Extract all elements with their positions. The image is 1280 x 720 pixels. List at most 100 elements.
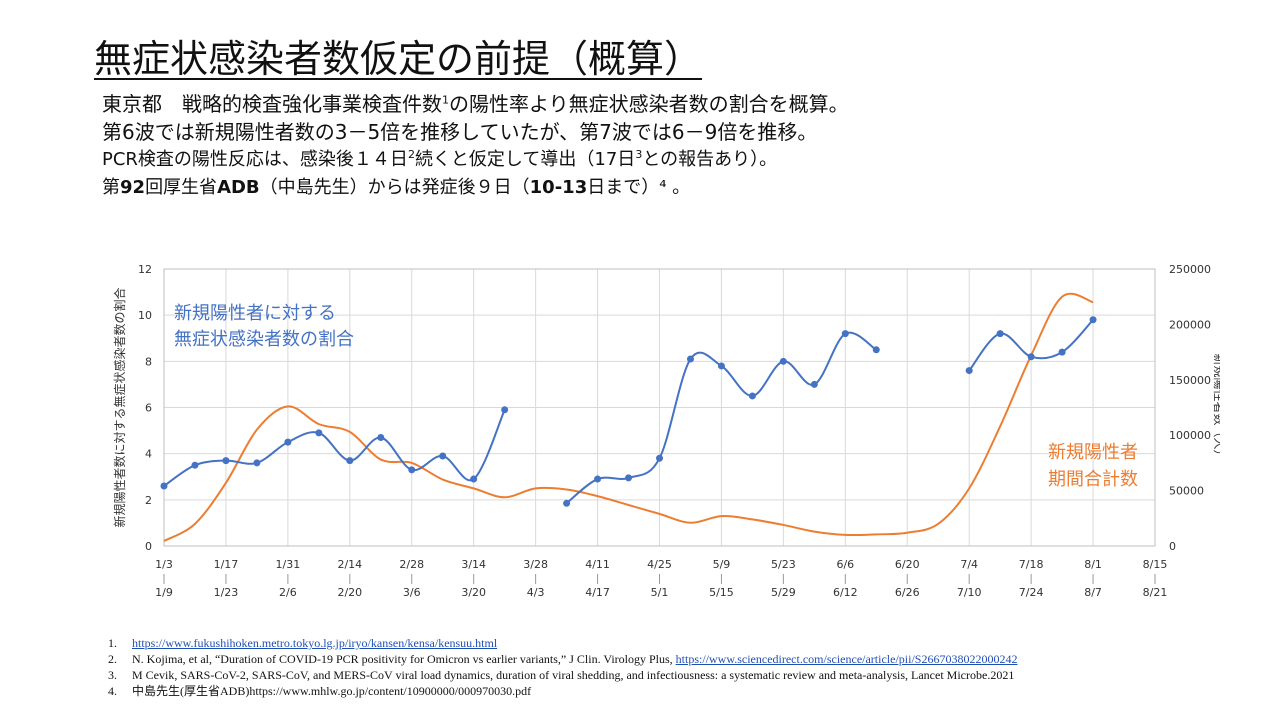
blue-series-point [160,482,168,490]
x-axis-tick-label-top: 4/25 [647,558,672,571]
left-axis-tick-label: 12 [138,263,152,276]
blue-series-point [717,362,725,370]
x-axis-tick-label-top: 5/23 [771,558,796,571]
x-axis-tick-label-bottom: 5/15 [709,586,734,599]
x-axis-tick-label-bottom: 3/6 [403,586,421,599]
reference-number: 4. [108,684,117,698]
intro-line-3-tail: との報告あり）。 [642,149,778,170]
blue-series-point [563,499,571,507]
reference-list: 1. https://www.fukushihoken.metro.tokyo.l… [108,635,1017,699]
right-axis-label: 新規陽性者数（人） [1212,353,1220,461]
right-axis-tick-label: 200000 [1169,318,1211,331]
x-axis-tick-label-top: 7/4 [960,558,978,571]
x-axis-tick-label-bottom: 1/9 [155,586,173,599]
orange-series-line [163,292,1094,542]
orange-series-label: 期間合計数 [1048,469,1138,490]
blue-series-point [501,406,509,414]
left-axis-tick-label: 10 [138,309,152,322]
reference-item: 4. 中島先生(厚生省ADB)https://www.mhlw.go.jp/con… [108,683,1017,699]
line-chart: 0 2 4 6 8 10 12 0 50000 100000 150000 200000 250000… [112,263,1220,599]
x-axis-tick-label-top: 2/14 [337,558,362,571]
blue-series-point [408,466,416,474]
x-axis-tick-label-bottom: 5/1 [651,586,669,599]
x-axis-tick-label-bottom: 5/29 [771,586,796,599]
reference-item: 1. https://www.fukushihoken.metro.tokyo.l… [108,635,1017,651]
reference-link[interactable]: https://www.fukushihoken.metro.tokyo.lg.… [132,636,498,650]
blue-series-point [779,357,787,365]
blue-series-point [996,330,1004,338]
intro-line-3-mid: 続くと仮定して導出（17日 [414,149,636,170]
x-axis-tick-label-top: 2/28 [399,558,424,571]
footnote-marker: 1 [442,93,449,107]
x-axis-tick-label-bottom: 7/24 [1019,586,1044,599]
footnote-marker: 3 [635,148,643,161]
blue-series-point [222,457,230,465]
reference-text: N. Kojima, et al, “Duration of COVID-19 … [132,652,676,666]
x-axis-tick-label-bottom: 4/17 [585,586,610,599]
blue-series-point [470,475,478,483]
right-axis-tick-label: 100000 [1169,429,1211,442]
blue-series-point [872,346,880,354]
x-axis-tick-label-bottom: 1/23 [214,586,239,599]
blue-series-point [748,392,756,400]
right-axis-ticks: 0 50000 100000 150000 200000 250000 [1169,263,1211,553]
blue-series-point [965,367,973,375]
x-axis-tick-label-top: 7/18 [1019,558,1044,571]
blue-series-point [686,355,694,363]
x-axis-tick-label-top: 5/9 [713,558,731,571]
intro-line-1: 東京都 戦略的検査強化事業検査件数1の陽性率より無症状感染者数の割合を概算。 [102,90,849,118]
right-axis-tick-label: 150000 [1169,374,1211,387]
reference-text: M Cevik, SARS-CoV-2, SARS-CoV, and MERS-… [132,668,1015,682]
blue-series-point [191,461,199,469]
series-layer [160,292,1097,542]
x-axis-tick-label-bottom: 6/12 [833,586,858,599]
blue-series-point [253,459,261,467]
reference-item: 3. M Cevik, SARS-CoV-2, SARS-CoV, and MER… [108,667,1017,683]
x-axis-ticks: 1/3 1/17 1/31 2/14 2/28 3/14 3/28 4/11 4/25 5/9 5/… [155,558,1167,599]
intro-line-4-text: 第 [102,177,120,198]
x-axis-tick-label-top: 1/31 [276,558,301,571]
right-axis-tick-label: 250000 [1169,263,1211,276]
x-axis-tick-label-top: 3/14 [461,558,486,571]
x-axis-tick-label-bottom: 2/20 [337,586,362,599]
right-axis-tick-label: 0 [1169,540,1176,553]
plot-frame [163,268,1156,547]
reference-link[interactable]: https://www.sciencedirect.com/science/ar… [675,652,1018,666]
x-axis-tick-label-bottom: 3/20 [461,586,486,599]
x-axis-tick-label-bottom: 4/3 [527,586,545,599]
orange-series-label: 新規陽性者 [1048,442,1138,463]
intro-line-3: PCR検査の陽性反応は、感染後１４日2続くと仮定して導出（17日3との報告あり）… [102,146,849,174]
x-axis-tick-label-bottom: 2/6 [279,586,297,599]
blue-series-line [163,409,506,487]
left-axis-tick-label: 6 [145,402,152,415]
left-axis-label: 新規陽性者数に対する無症状感染者数の割合 [112,287,127,527]
intro-line-4: 第92回厚生省ADB（中島先生）からは発症後９日（10-13日まで）⁴ 。 [102,174,849,202]
blue-series-label: 新規陽性者に対する [174,303,336,324]
blue-series-point [439,452,447,460]
intro-line-4-bold: 92 [120,177,146,198]
reference-number: 1. [108,636,117,650]
x-axis-tick-label-bottom: 8/21 [1143,586,1168,599]
intro-line-4-bold: 10-13 [529,177,588,198]
reference-item: 2. N. Kojima, et al, “Duration of COVID-1… [108,651,1017,667]
footnote-marker: 2 [407,148,415,161]
left-axis-tick-label: 4 [145,448,152,461]
intro-text: 東京都 戦略的検査強化事業検査件数1の陽性率より無症状感染者数の割合を概算。 第… [102,90,849,202]
left-axis-tick-label: 2 [145,494,152,507]
x-axis-tick-label-top: 3/28 [523,558,548,571]
x-axis-tick-label-top: 6/20 [895,558,920,571]
x-axis-tick-label-top: 4/11 [585,558,610,571]
blue-series-label: 無症状感染者数の割合 [174,329,354,350]
reference-number: 2. [108,652,117,666]
intro-line-1-tail: の陽性率より無症状感染者数の割合を概算。 [449,92,849,116]
intro-line-4-mid: 回厚生省 [145,177,218,198]
intro-line-4-mid2: （中島先生）からは発症後９日（ [259,177,530,198]
chart-grid [163,268,1156,547]
x-axis-tick-label-top: 8/15 [1143,558,1168,571]
x-axis-tick-label-top: 6/6 [836,558,854,571]
blue-series-point [594,475,602,483]
x-axis-tick-label-top: 1/17 [214,558,239,571]
blue-series-point [315,429,323,437]
blue-series-point [284,438,292,446]
blue-series-point [625,474,633,482]
